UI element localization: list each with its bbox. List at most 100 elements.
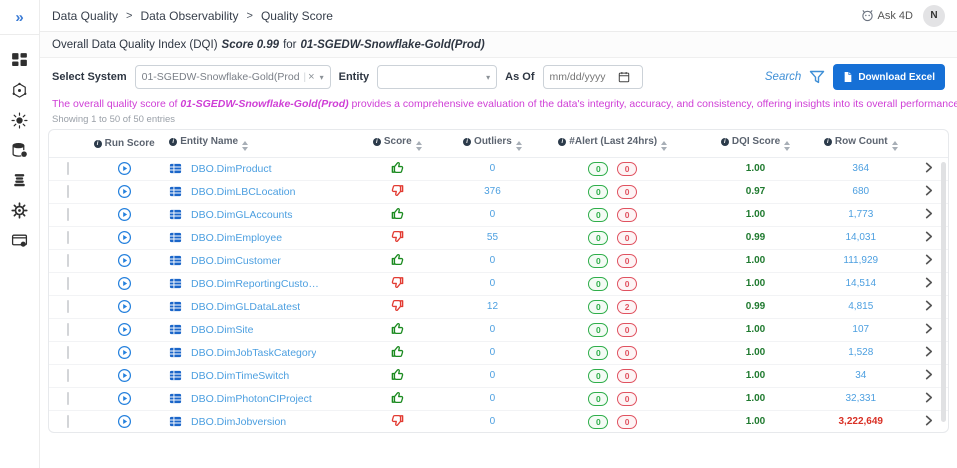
run-score-play-button[interactable] [117,207,132,222]
row-expand-chevron-icon[interactable] [923,392,934,403]
outliers-value[interactable]: 0 [489,255,496,266]
info-icon[interactable]: i [463,137,472,146]
column-header-outliers[interactable]: i Outliers [454,130,531,158]
row-count[interactable]: 34 [855,370,867,381]
row-checkbox[interactable] [67,369,70,382]
info-icon[interactable]: i [93,139,102,148]
outliers-value[interactable]: 0 [489,370,496,381]
row-checkbox[interactable] [67,185,70,198]
row-expand-chevron-icon[interactable] [923,415,934,426]
row-count[interactable]: 680 [852,186,870,197]
entity-select[interactable]: ▾ [377,65,498,89]
calendar-icon[interactable] [618,71,630,83]
entity-name-link[interactable]: DBO.DimEmployee [191,231,283,244]
run-score-play-button[interactable] [117,414,132,429]
row-count[interactable]: 14,031 [845,232,877,243]
sidebar-expand-icon[interactable]: » [15,9,24,26]
row-checkbox[interactable] [67,323,70,336]
sort-icon[interactable] [415,140,422,151]
row-count[interactable]: 1,528 [848,347,874,358]
breadcrumb-quality-score[interactable]: Quality Score [260,8,333,23]
entity-name-link[interactable]: DBO.DimTimeSwitch [191,369,290,382]
outliers-value[interactable]: 0 [489,393,496,404]
as-of-date-input[interactable] [549,71,614,83]
row-expand-chevron-icon[interactable] [923,162,934,173]
run-score-play-button[interactable] [117,299,132,314]
row-checkbox[interactable] [67,392,70,405]
sidebar-item-settings[interactable] [6,195,34,225]
sidebar-item-data-quality[interactable] [6,135,34,165]
run-score-play-button[interactable] [117,161,132,176]
entity-name-link[interactable]: DBO.DimReportingCustom.. [191,277,322,290]
entity-name-link[interactable]: DBO.DimGLDataLatest [191,300,301,313]
sidebar-item-observability[interactable] [6,105,34,135]
filter-funnel-icon[interactable] [809,70,825,84]
sort-icon[interactable] [661,140,668,151]
info-icon[interactable]: i [558,137,567,146]
info-icon[interactable]: i [823,137,832,146]
entity-name-link[interactable]: DBO.DimJobTaskCategory [191,346,317,359]
row-checkbox[interactable] [67,415,70,428]
row-checkbox[interactable] [67,277,70,290]
entity-name-link[interactable]: DBO.DimJobversion [191,415,287,428]
sidebar-item-stack[interactable] [6,165,34,195]
run-score-play-button[interactable] [117,391,132,406]
sort-icon[interactable] [515,140,522,151]
run-score-play-button[interactable] [117,276,132,291]
run-score-play-button[interactable] [117,184,132,199]
run-score-play-button[interactable] [117,345,132,360]
outliers-value[interactable]: 0 [489,324,496,335]
run-score-play-button[interactable] [117,368,132,383]
row-count[interactable]: 364 [852,163,870,174]
outliers-value[interactable]: 0 [489,347,496,358]
outliers-value[interactable]: 12 [486,301,499,312]
row-count[interactable]: 111,929 [843,255,879,266]
row-count[interactable]: 14,514 [845,278,877,289]
sidebar-item-data-network[interactable] [6,75,34,105]
column-header-run-score[interactable]: i Run Score [87,130,162,158]
entity-name-link[interactable]: DBO.DimCustomer [191,254,281,267]
run-score-play-button[interactable] [117,322,132,337]
row-expand-chevron-icon[interactable] [923,254,934,265]
row-count[interactable]: 3,222,649 [838,416,884,427]
outliers-value[interactable]: 0 [489,416,496,427]
ask-4d-button[interactable]: Ask 4D [861,9,913,22]
sort-icon[interactable] [891,140,898,151]
sort-icon[interactable] [242,140,249,151]
clear-selection-icon[interactable]: × [308,71,315,83]
column-header-entity-name[interactable]: i Entity Name [161,130,340,158]
column-header-row-count[interactable]: i Row Count [815,130,906,158]
system-select[interactable]: 01-SGEDW-Snowflake-Gold(Prod) | × ▾ [134,65,331,89]
table-scrollbar[interactable] [941,162,946,422]
outliers-value[interactable]: 0 [489,209,496,220]
breadcrumb-data-observability[interactable]: Data Observability [140,8,239,23]
search-label[interactable]: Search [764,71,802,83]
breadcrumb-data-quality[interactable]: Data Quality [52,8,119,23]
row-expand-chevron-icon[interactable] [923,300,934,311]
row-expand-chevron-icon[interactable] [923,208,934,219]
entity-name-link[interactable]: DBO.DimLBCLocation [191,185,296,198]
row-expand-chevron-icon[interactable] [923,369,934,380]
row-count[interactable]: 107 [852,324,870,335]
entity-name-link[interactable]: DBO.DimProduct [191,162,272,175]
info-icon[interactable]: i [169,137,178,146]
row-expand-chevron-icon[interactable] [923,323,934,334]
sidebar-item-jobs[interactable] [6,225,34,255]
outliers-value[interactable]: 55 [486,232,499,243]
row-checkbox[interactable] [67,162,70,175]
row-count[interactable]: 32,331 [845,393,877,404]
row-checkbox[interactable] [67,254,70,267]
download-excel-button[interactable]: Download Excel [833,64,945,90]
row-expand-chevron-icon[interactable] [923,185,934,196]
info-icon[interactable]: i [372,137,381,146]
row-checkbox[interactable] [67,346,70,359]
row-count[interactable]: 4,815 [848,301,874,312]
run-score-play-button[interactable] [117,253,132,268]
outliers-value[interactable]: 376 [484,186,501,197]
avatar[interactable]: N [923,4,945,27]
entity-name-link[interactable]: DBO.DimSite [191,323,254,336]
entity-name-link[interactable]: DBO.DimGLAccounts [191,208,293,221]
sort-icon[interactable] [784,140,791,151]
row-expand-chevron-icon[interactable] [923,277,934,288]
row-checkbox[interactable] [67,300,70,313]
